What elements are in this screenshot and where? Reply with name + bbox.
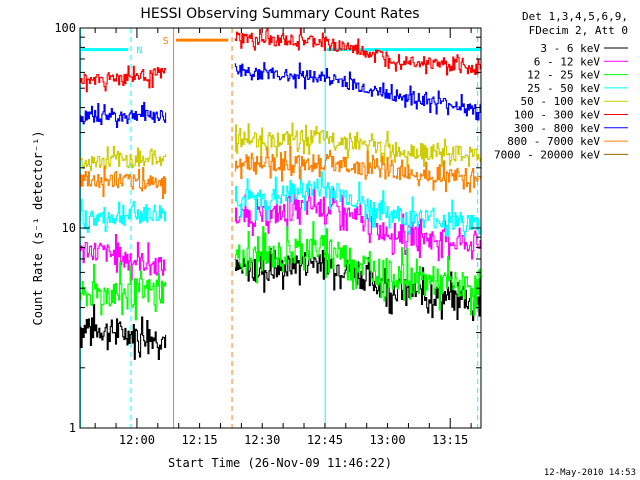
y-tick-label: 100: [54, 21, 76, 35]
series-50to100keV: [80, 122, 482, 171]
series-100to300keV: [80, 27, 482, 93]
x-tick-label: 12:45: [307, 433, 343, 447]
series-trace: [234, 27, 482, 76]
axis-ticks: 12:00 12:15 12:30 12:45 13:00 13:15 1 10 100: [54, 21, 481, 447]
x-tick-label: 12:15: [182, 433, 218, 447]
legend-label: 12 - 25 keV: [527, 69, 600, 82]
series-trace: [234, 187, 482, 262]
series-trace: [80, 165, 167, 199]
series-trace: [234, 168, 482, 238]
x-tick-label: 12:30: [244, 433, 280, 447]
series-12to25keV: [80, 221, 482, 321]
series-trace: [80, 261, 167, 321]
legend-label: 300 - 800 keV: [514, 122, 600, 135]
x-tick-label: 13:15: [432, 433, 468, 447]
series-300to800keV: [80, 62, 482, 128]
y-axis-label: Count Rate (s⁻¹ detector⁻¹): [31, 130, 45, 325]
y-tick-label: 1: [69, 421, 76, 435]
legend-label: 7000 - 20000 keV: [494, 148, 600, 161]
legend-label: 800 - 7000 keV: [507, 135, 600, 148]
series-trace: [234, 221, 482, 317]
legend-header-line-1: Det 1,3,4,5,6,9,: [522, 10, 628, 23]
series-trace: [234, 146, 482, 193]
legend-label: 25 - 50 keV: [527, 82, 600, 95]
series-trace: [80, 233, 167, 281]
legend: Det 1,3,4,5,6,9, FDecim 2, Att 0 3 - 6 k…: [494, 10, 628, 161]
footer-timestamp: 12-May-2010 14:53: [544, 468, 636, 478]
series-6to12keV: [80, 187, 482, 281]
series-trace: [80, 304, 167, 361]
series-trace: [80, 101, 167, 128]
x-axis-label: Start Time (26-Nov-09 11:46:22): [168, 456, 392, 470]
chart-title: HESSI Observing Summary Count Rates: [140, 6, 419, 22]
series-trace: [80, 198, 167, 233]
legend-label: 100 - 300 keV: [514, 109, 600, 122]
legend-label: 50 - 100 keV: [521, 95, 601, 108]
series-trace: [80, 146, 167, 171]
legend-label: 6 - 12 keV: [534, 55, 601, 68]
series-800to7000keV: [80, 146, 482, 199]
night-flag-label: N: [136, 46, 142, 57]
x-tick-label: 13:00: [369, 433, 405, 447]
plot-area: NS: [79, 27, 482, 428]
series-trace: [80, 65, 167, 93]
series-25to50keV: [80, 168, 482, 238]
legend-label: 3 - 6 keV: [540, 42, 600, 55]
series-trace: [234, 122, 482, 168]
saa-flag-label: S: [163, 36, 169, 47]
y-tick-label: 10: [62, 221, 76, 235]
x-tick-label: 12:00: [119, 433, 155, 447]
legend-header-line-2: FDecim 2, Att 0: [529, 24, 628, 37]
series-trace: [234, 62, 482, 121]
